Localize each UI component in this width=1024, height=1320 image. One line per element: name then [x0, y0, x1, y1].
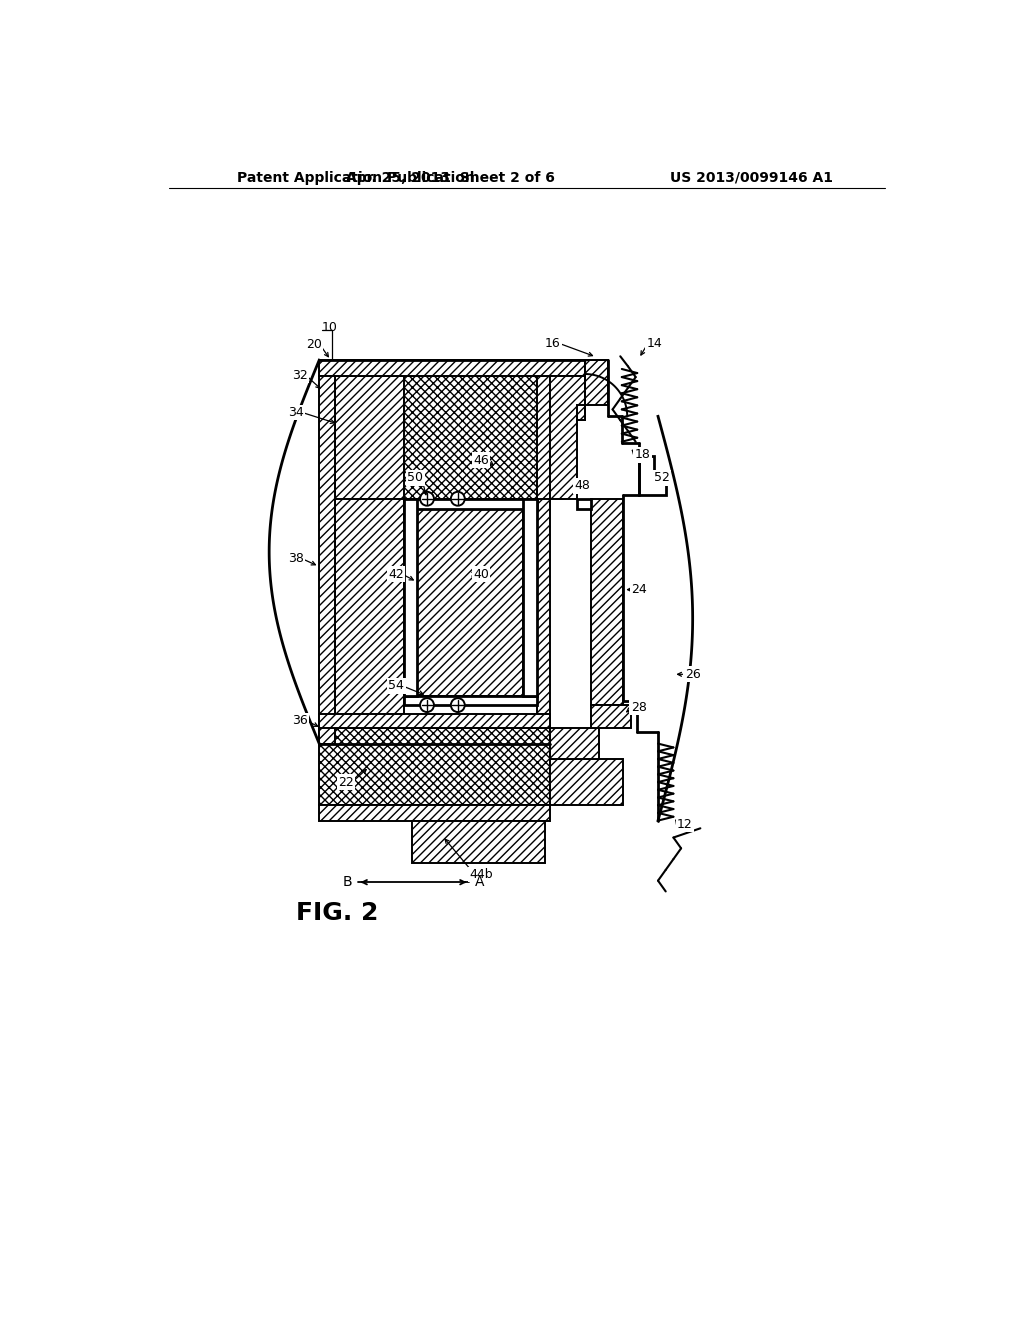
- Circle shape: [420, 492, 434, 506]
- Text: 42: 42: [388, 568, 404, 581]
- Polygon shape: [550, 759, 624, 805]
- Polygon shape: [591, 705, 631, 729]
- Polygon shape: [550, 729, 599, 759]
- Polygon shape: [578, 499, 591, 508]
- Polygon shape: [319, 805, 550, 821]
- Circle shape: [451, 698, 465, 711]
- Text: 24: 24: [631, 583, 646, 597]
- Text: 38: 38: [288, 552, 304, 565]
- Polygon shape: [319, 714, 550, 729]
- Polygon shape: [403, 696, 538, 705]
- Text: 28: 28: [631, 701, 647, 714]
- Polygon shape: [335, 376, 403, 508]
- Text: 50: 50: [408, 471, 424, 484]
- Polygon shape: [578, 360, 608, 420]
- Circle shape: [451, 492, 465, 506]
- Polygon shape: [403, 499, 417, 696]
- Text: 36: 36: [292, 714, 308, 727]
- Circle shape: [420, 698, 434, 711]
- Polygon shape: [550, 376, 585, 499]
- Polygon shape: [319, 376, 335, 743]
- Text: 12: 12: [677, 818, 693, 832]
- Text: 34: 34: [288, 407, 304, 418]
- Polygon shape: [591, 499, 624, 705]
- Polygon shape: [335, 499, 403, 743]
- Text: 26: 26: [685, 668, 700, 681]
- Text: 18: 18: [635, 449, 650, 462]
- Text: Apr. 25, 2013  Sheet 2 of 6: Apr. 25, 2013 Sheet 2 of 6: [346, 170, 555, 185]
- Polygon shape: [538, 499, 550, 743]
- Text: US 2013/0099146 A1: US 2013/0099146 A1: [670, 170, 833, 185]
- Polygon shape: [639, 457, 666, 495]
- Polygon shape: [403, 499, 538, 508]
- Text: 20: 20: [306, 338, 322, 351]
- Text: 22: 22: [338, 776, 354, 788]
- Text: Patent Application Publication: Patent Application Publication: [237, 170, 474, 185]
- Text: FIG. 2: FIG. 2: [296, 902, 379, 925]
- Polygon shape: [335, 376, 550, 508]
- Polygon shape: [319, 729, 550, 805]
- Text: 48: 48: [574, 479, 591, 492]
- Text: 14: 14: [646, 337, 663, 350]
- Text: 32: 32: [292, 370, 308, 381]
- Text: 16: 16: [545, 337, 560, 350]
- Text: 10: 10: [322, 321, 337, 334]
- Text: 52: 52: [654, 471, 670, 484]
- Polygon shape: [538, 376, 550, 508]
- Text: 54: 54: [388, 680, 404, 693]
- Text: 44b: 44b: [469, 869, 493, 880]
- Polygon shape: [412, 821, 545, 863]
- Text: A: A: [475, 875, 484, 890]
- Polygon shape: [417, 499, 523, 696]
- Polygon shape: [523, 499, 538, 696]
- Polygon shape: [319, 360, 585, 376]
- Text: 46: 46: [473, 454, 488, 467]
- Text: 40: 40: [473, 568, 488, 581]
- Text: B: B: [343, 875, 352, 890]
